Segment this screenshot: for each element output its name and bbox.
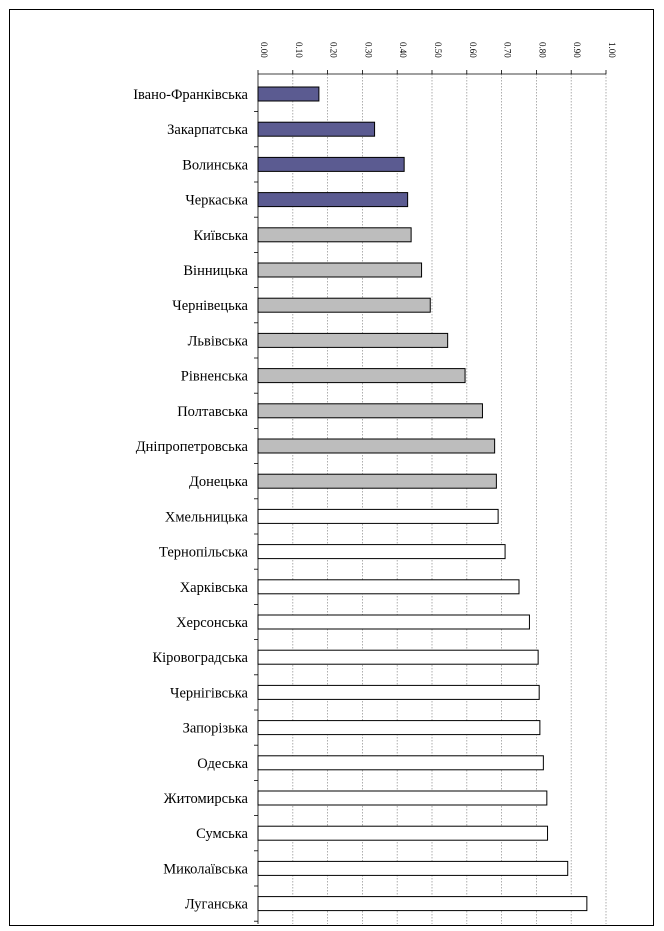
bar xyxy=(257,121,376,137)
bar xyxy=(257,614,530,630)
category-label: Полтавська xyxy=(177,404,248,420)
bar xyxy=(257,896,588,912)
x-tick-label: 0.20 xyxy=(329,42,339,58)
bar xyxy=(257,790,548,806)
category-label: Донецька xyxy=(189,474,249,490)
category-label: Чернівецька xyxy=(172,298,248,314)
category-label: Дніпропетровська xyxy=(136,439,249,455)
bar xyxy=(257,438,496,454)
category-label: Вінницька xyxy=(183,263,248,279)
x-tick-label: 1.00 xyxy=(607,42,617,58)
bar-chart: 0.00 0.10 0.20 0.30 0.40 0.50 0.60 0.70 0.80 0.90… xyxy=(133,42,617,924)
category-label: Сумська xyxy=(196,826,248,842)
bar xyxy=(257,825,549,841)
category-label: Закарпатська xyxy=(167,122,248,138)
bar xyxy=(257,473,497,489)
category-label: Івано-Франківська xyxy=(133,87,248,103)
bar xyxy=(257,684,540,700)
bar xyxy=(257,368,466,384)
x-tick-label: 0.30 xyxy=(363,42,373,58)
bar xyxy=(257,720,541,736)
bar xyxy=(257,403,483,419)
x-tick-label: 0.90 xyxy=(572,42,582,58)
bar xyxy=(257,860,569,876)
bar xyxy=(257,755,544,771)
category-label: Чернігівська xyxy=(170,685,249,701)
category-label: Черкаська xyxy=(185,193,248,209)
bar xyxy=(257,227,412,243)
bar xyxy=(257,649,539,665)
bar xyxy=(257,579,520,595)
bar xyxy=(257,86,320,102)
bar xyxy=(257,192,409,208)
category-label: Тернопільська xyxy=(159,545,249,561)
category-label: Львівська xyxy=(188,333,249,349)
category-label: Миколаївська xyxy=(163,861,248,877)
category-label: Житомирська xyxy=(164,791,249,807)
chart-frame: 0.00 0.10 0.20 0.30 0.40 0.50 0.60 0.70 0.80 0.90… xyxy=(9,9,654,926)
bar xyxy=(257,156,405,172)
bar xyxy=(257,297,431,313)
category-label: Запорізька xyxy=(183,721,249,737)
category-label: Кіровоградська xyxy=(152,650,248,666)
bar xyxy=(257,508,499,524)
category-label: Одеська xyxy=(197,756,248,772)
bar xyxy=(257,262,423,278)
category-label: Рівненська xyxy=(181,369,249,385)
bar xyxy=(257,332,449,348)
category-label: Київська xyxy=(193,228,248,244)
bar xyxy=(257,544,506,560)
x-tick-label: 0.00 xyxy=(259,42,269,58)
x-tick-label: 0.60 xyxy=(468,42,478,58)
x-tick-label: 0.50 xyxy=(433,42,443,58)
category-label: Волинська xyxy=(182,157,248,173)
category-label: Херсонська xyxy=(176,615,248,631)
x-tick-label: 0.10 xyxy=(294,42,304,58)
x-tick-label: 0.40 xyxy=(398,42,408,58)
x-tick-label: 0.70 xyxy=(503,42,513,58)
category-label: Хмельницька xyxy=(165,509,249,525)
x-tick-label: 0.80 xyxy=(537,42,547,58)
category-label: Луганська xyxy=(185,897,249,913)
category-label: Харківська xyxy=(180,580,249,596)
